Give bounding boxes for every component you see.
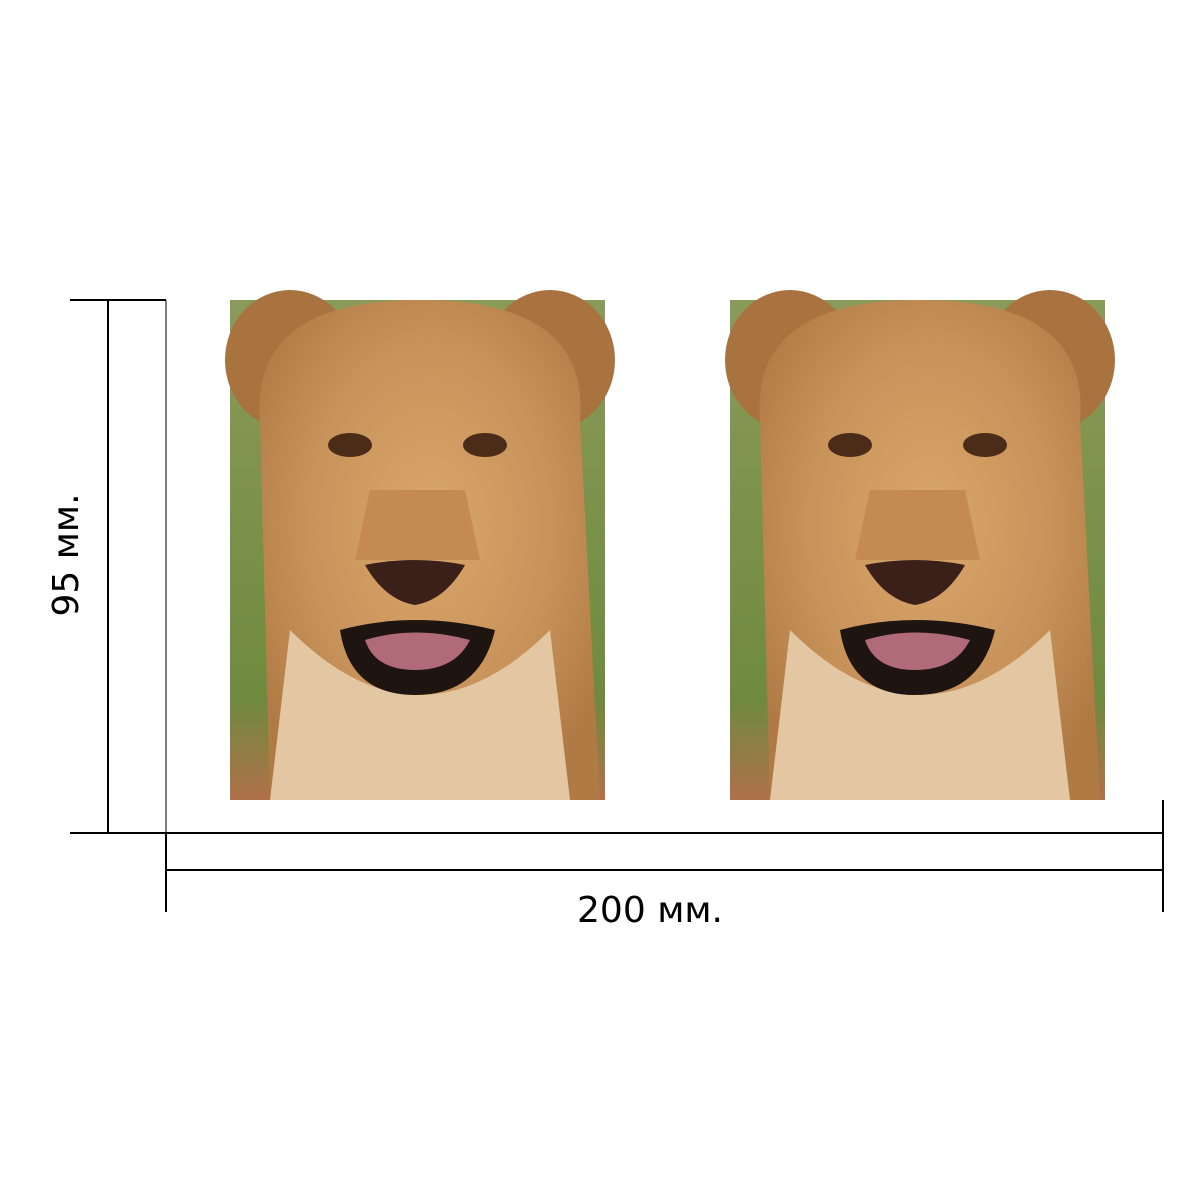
- width-label: 200 мм.: [577, 890, 723, 931]
- height-label: 95 мм.: [46, 493, 87, 616]
- product-image: [725, 290, 1115, 800]
- dimension-lines: [70, 299, 1164, 912]
- product-image: [225, 290, 615, 800]
